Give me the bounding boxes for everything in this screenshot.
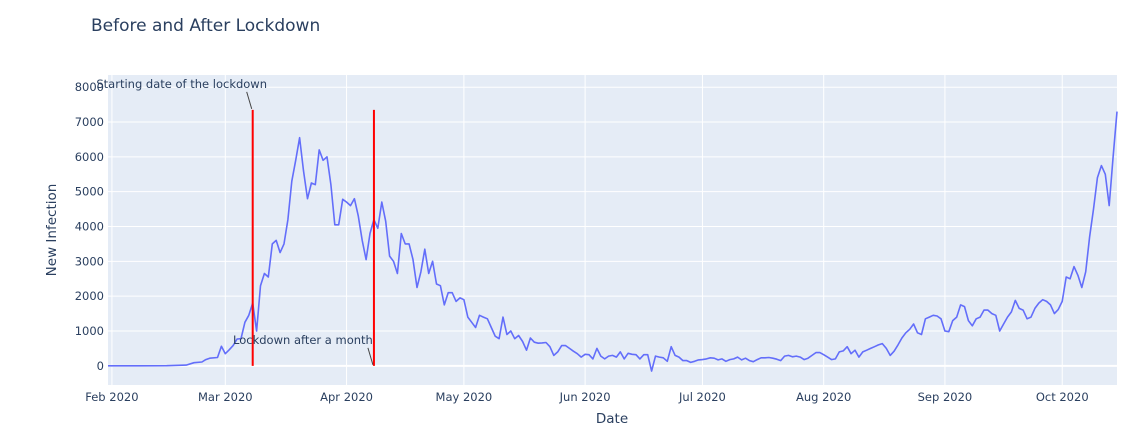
chart-title: Before and After Lockdown <box>91 16 320 36</box>
x-axis-title: Date <box>596 411 628 427</box>
series-group <box>108 111 1118 372</box>
y-tick-label: 0 <box>97 359 104 373</box>
y-tick-label: 6000 <box>75 150 104 164</box>
plot-background <box>108 75 1117 385</box>
x-axis-ticks: Feb 2020 Mar 2020 Apr 2020 May 2020 Jun 2020… <box>85 390 1088 404</box>
x-tick-label: May 2020 <box>436 390 493 404</box>
x-tick-label: Apr 2020 <box>320 390 373 404</box>
series-line <box>108 111 1118 372</box>
y-axis-ticks: 0 1000 2000 3000 4000 5000 6000 7000 8000 <box>75 80 104 373</box>
annotations: Starting date of the lockdown Lockdown af… <box>96 77 374 365</box>
x-tick-label: Aug 2020 <box>796 390 851 404</box>
annotation-label: Starting date of the lockdown <box>96 77 267 91</box>
y-tick-label: 4000 <box>75 220 104 234</box>
y-tick-label: 1000 <box>75 324 104 338</box>
annotation-arrow <box>246 91 253 109</box>
x-tick-label: Mar 2020 <box>198 390 253 404</box>
annotation-label: Lockdown after a month <box>233 333 373 347</box>
grid-lines <box>108 75 1117 385</box>
x-tick-label: Jun 2020 <box>559 390 611 404</box>
y-axis-title: New Infection <box>44 184 60 277</box>
x-tick-label: Oct 2020 <box>1036 390 1089 404</box>
y-tick-label: 2000 <box>75 289 104 303</box>
annotation-arrow <box>367 347 374 365</box>
x-tick-label: Jul 2020 <box>678 390 726 404</box>
lockdown-markers <box>251 109 375 366</box>
y-tick-label: 3000 <box>75 254 104 268</box>
y-tick-label: 5000 <box>75 185 104 199</box>
y-tick-label: 7000 <box>75 115 104 129</box>
x-tick-label: Sep 2020 <box>918 390 973 404</box>
y-tick-label: 8000 <box>75 80 104 94</box>
x-tick-label: Feb 2020 <box>85 390 138 404</box>
